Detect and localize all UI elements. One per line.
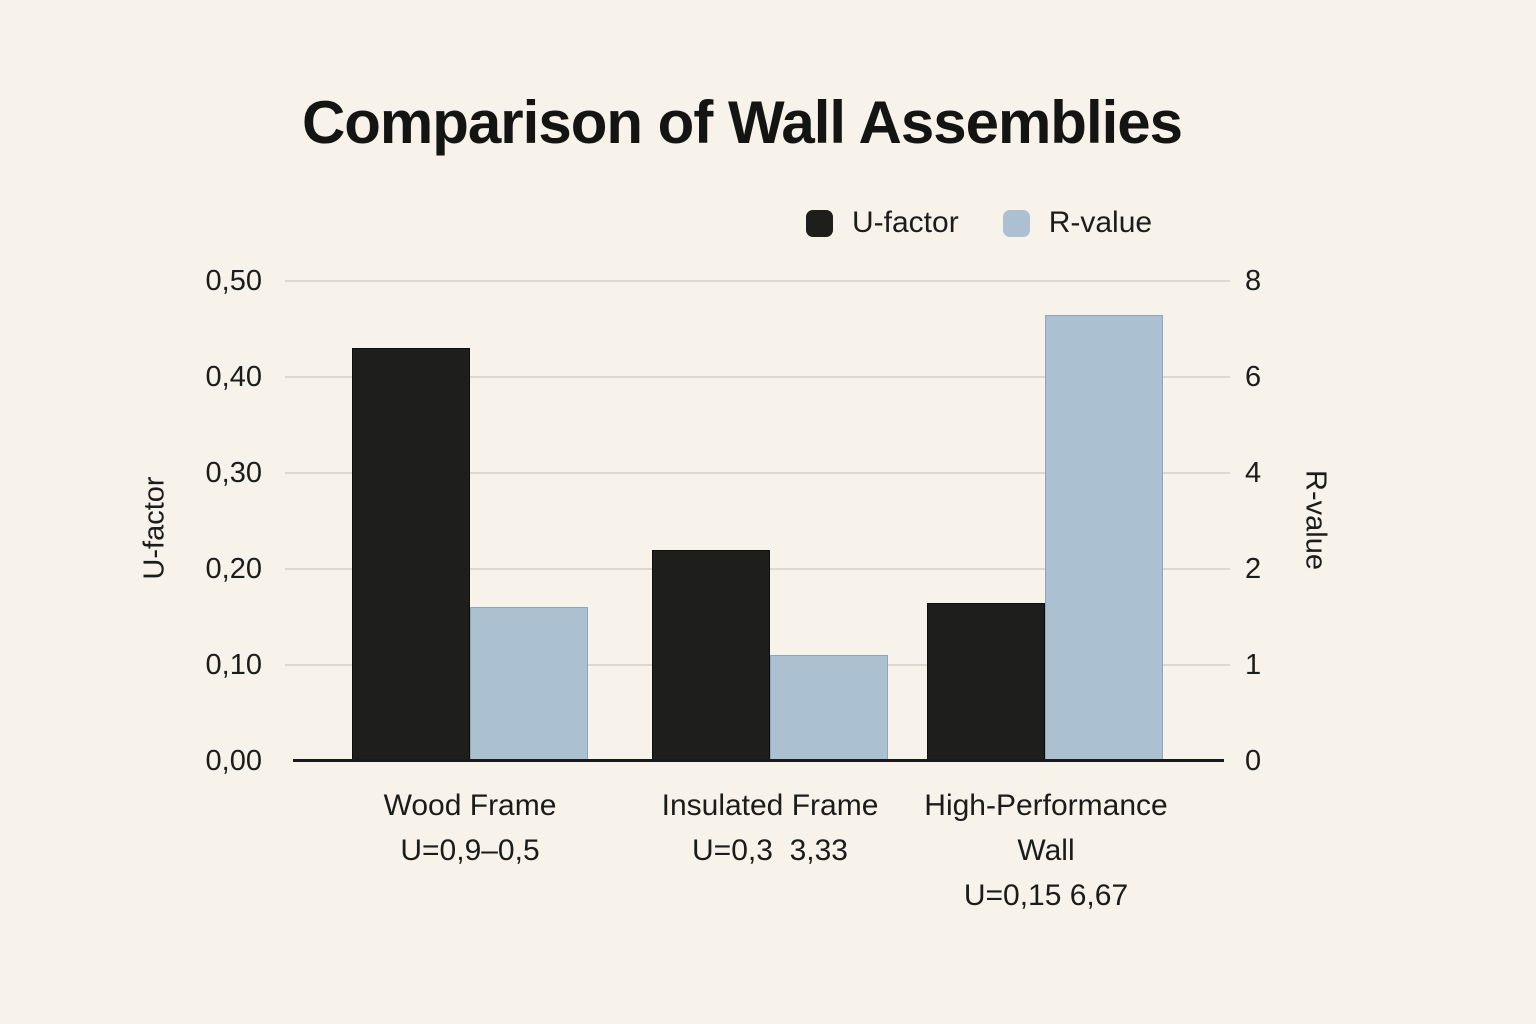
category-name: Wood Frame [383, 789, 557, 822]
bar-r-value-high-performance-wall [1045, 315, 1163, 761]
right-tick-4: 4 [1245, 457, 1262, 489]
category-label-wood-frame: Wood Frame U=0,9–0,5 [320, 783, 620, 873]
gridline-0-40 [285, 376, 1230, 378]
gridline-0-50 [285, 280, 1230, 282]
bar-r-value-wood-frame [470, 607, 588, 761]
category-sublabel: U=0,15 6,67 [963, 879, 1129, 912]
left-tick-0-00: 0,00 [205, 745, 262, 777]
right-tick-2: 2 [1245, 553, 1262, 585]
left-axis-title: U-factor [138, 476, 171, 580]
left-tick-0-50: 0,50 [205, 265, 262, 297]
left-tick-0-20: 0,20 [205, 553, 262, 585]
left-tick-0-10: 0,10 [205, 649, 262, 681]
bar-u-factor-high-performance-wall [927, 603, 1045, 761]
bar-u-factor-wood-frame [352, 348, 470, 761]
right-tick-8: 8 [1245, 265, 1262, 297]
category-label-high-performance-wall: High-Performance Wall U=0,15 6,67 [895, 783, 1197, 918]
legend-label-r-value: R-value [1048, 206, 1153, 239]
bar-u-factor-insulated-frame [652, 550, 770, 761]
category-name: Insulated Frame [661, 789, 879, 822]
left-tick-0-40: 0,40 [205, 361, 262, 393]
category-sublabel: U=0,3 3,33 [692, 834, 848, 867]
right-axis-title: R-value [1299, 470, 1332, 570]
right-tick-1: 1 [1245, 649, 1262, 681]
legend-swatch-u-factor [806, 209, 833, 237]
category-label-insulated-frame: Insulated Frame U=0,3 3,33 [620, 783, 920, 873]
bar-r-value-insulated-frame [770, 655, 888, 761]
category-name: High-Performance Wall [924, 789, 1168, 867]
gridline-0-30 [285, 472, 1230, 474]
chart-title: Comparison of Wall Assemblies [301, 89, 1183, 156]
legend-label-u-factor: U-factor [852, 206, 959, 239]
category-sublabel: U=0,9–0,5 [400, 834, 540, 867]
plot-area [285, 280, 1230, 762]
left-tick-0-30: 0,30 [205, 457, 262, 489]
x-axis-line [293, 759, 1224, 762]
right-tick-0: 0 [1245, 745, 1262, 777]
legend-item-u-factor: U-factor [806, 206, 959, 240]
legend-item-r-value: R-value [1002, 206, 1153, 240]
right-tick-6: 6 [1245, 361, 1262, 393]
legend-swatch-r-value [1002, 209, 1030, 237]
legend: U-factor R-value [806, 206, 1152, 240]
